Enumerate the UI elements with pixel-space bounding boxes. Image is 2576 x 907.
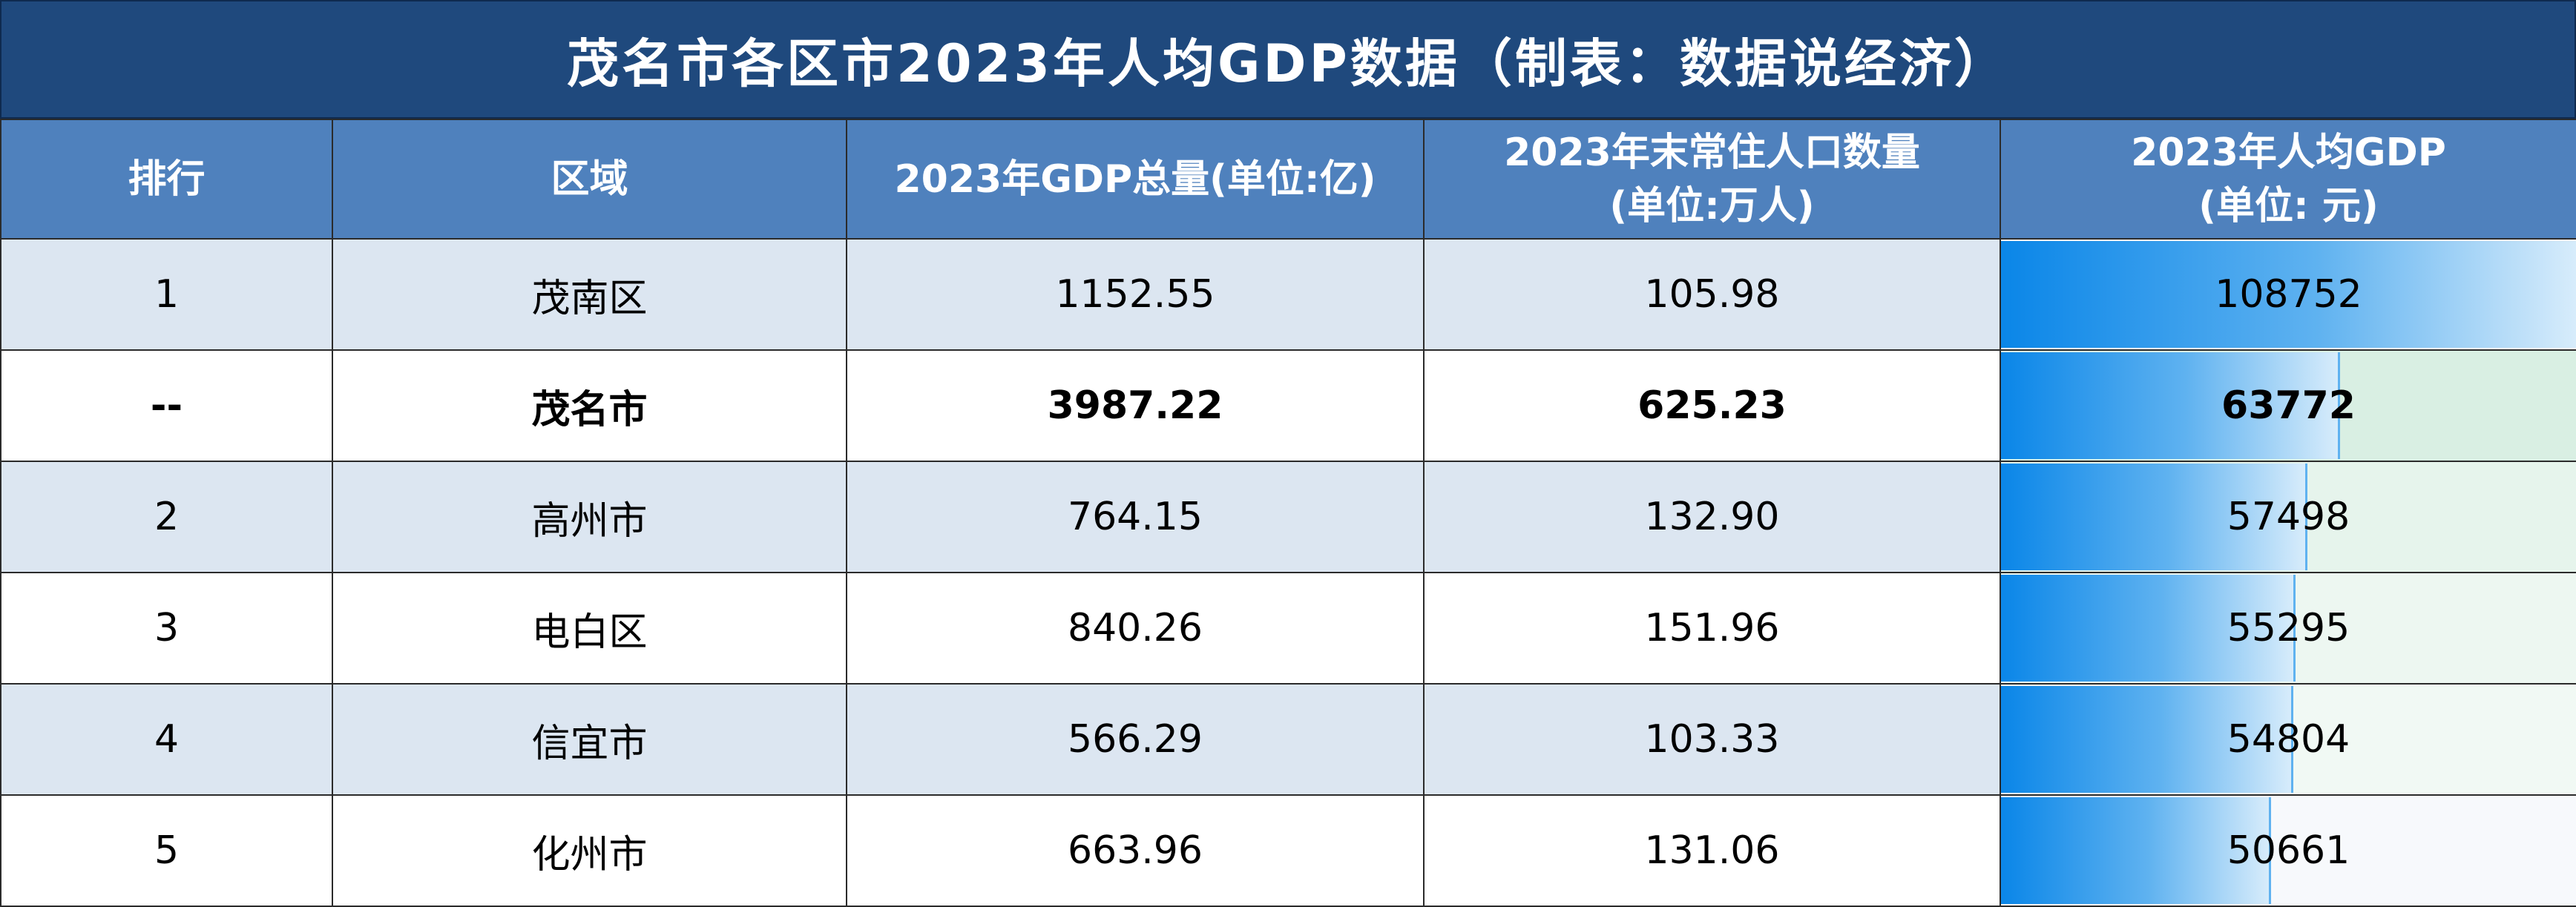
header-per-capita-gdp: 2023年人均GDP (单位: 元) bbox=[2000, 119, 2576, 240]
header-row: 排行 区域 2023年GDP总量(单位:亿) 2023年末常住人口数量 (单位:… bbox=[0, 119, 2576, 240]
population-cell: 625.23 bbox=[1423, 349, 2001, 462]
data-bar bbox=[2002, 797, 2272, 904]
table-row: 4 信宜市 566.29 103.33 54804 bbox=[0, 683, 2576, 796]
header-per-capita-line2: (单位: 元) bbox=[2198, 183, 2379, 228]
region-cell: 高州市 bbox=[332, 461, 847, 573]
gdp-table: 排行 区域 2023年GDP总量(单位:亿) 2023年末常住人口数量 (单位:… bbox=[0, 119, 2576, 907]
gdp-cell: 1152.55 bbox=[846, 238, 1425, 351]
per-capita-cell: 54804 bbox=[2000, 683, 2576, 796]
rank-cell: 4 bbox=[0, 683, 333, 796]
data-bar bbox=[2002, 352, 2341, 459]
gdp-cell: 3987.22 bbox=[846, 349, 1425, 462]
table-row: 5 化州市 663.96 131.06 50661 bbox=[0, 794, 2576, 907]
data-bar bbox=[2002, 686, 2293, 793]
per-capita-cell: 50661 bbox=[2000, 794, 2576, 907]
region-cell: 茂南区 bbox=[332, 238, 847, 351]
population-cell: 132.90 bbox=[1423, 461, 2001, 573]
per-capita-value: 50661 bbox=[2227, 828, 2350, 873]
gdp-cell: 663.96 bbox=[846, 794, 1425, 907]
per-capita-value: 55295 bbox=[2227, 606, 2350, 650]
gdp-cell: 840.26 bbox=[846, 572, 1425, 685]
rank-cell: 5 bbox=[0, 794, 333, 907]
data-bar bbox=[2002, 464, 2307, 570]
per-capita-cell: 55295 bbox=[2000, 572, 2576, 685]
gdp-cell: 566.29 bbox=[846, 683, 1425, 796]
rank-cell: 3 bbox=[0, 572, 333, 685]
rank-cell: -- bbox=[0, 349, 333, 462]
header-population-line1: 2023年末常住人口数量 bbox=[1504, 130, 1920, 175]
table-title: 茂名市各区市2023年人均GDP数据（制表：数据说经济） bbox=[0, 0, 2576, 119]
header-population: 2023年末常住人口数量 (单位:万人) bbox=[1423, 119, 2001, 240]
per-capita-cell: 108752 bbox=[2000, 238, 2576, 351]
population-cell: 131.06 bbox=[1423, 794, 2001, 907]
per-capita-value: 108752 bbox=[2215, 272, 2362, 317]
population-cell: 151.96 bbox=[1423, 572, 2001, 685]
data-bar bbox=[2002, 575, 2296, 682]
population-cell: 105.98 bbox=[1423, 238, 2001, 351]
per-capita-value: 63772 bbox=[2221, 383, 2356, 428]
table-row: 2 高州市 764.15 132.90 57498 bbox=[0, 461, 2576, 573]
per-capita-value: 54804 bbox=[2227, 717, 2350, 762]
header-population-line2: (单位:万人) bbox=[1609, 183, 1815, 228]
table-row: 1 茂南区 1152.55 105.98 108752 bbox=[0, 238, 2576, 351]
header-region: 区域 bbox=[332, 119, 847, 240]
header-per-capita-line1: 2023年人均GDP bbox=[2131, 130, 2446, 175]
population-cell: 103.33 bbox=[1423, 683, 2001, 796]
per-capita-cell: 57498 bbox=[2000, 461, 2576, 573]
header-rank: 排行 bbox=[0, 119, 333, 240]
per-capita-cell: 63772 bbox=[2000, 349, 2576, 462]
rank-cell: 1 bbox=[0, 238, 333, 351]
table-row: 3 电白区 840.26 151.96 55295 bbox=[0, 572, 2576, 685]
region-cell: 化州市 bbox=[332, 794, 847, 907]
region-cell: 茂名市 bbox=[332, 349, 847, 462]
table-row: -- 茂名市 3987.22 625.23 63772 bbox=[0, 349, 2576, 462]
per-capita-value: 57498 bbox=[2227, 495, 2350, 539]
header-gdp: 2023年GDP总量(单位:亿) bbox=[846, 119, 1425, 240]
gdp-cell: 764.15 bbox=[846, 461, 1425, 573]
data-bar bbox=[2002, 241, 2575, 348]
region-cell: 电白区 bbox=[332, 572, 847, 685]
region-cell: 信宜市 bbox=[332, 683, 847, 796]
rank-cell: 2 bbox=[0, 461, 333, 573]
